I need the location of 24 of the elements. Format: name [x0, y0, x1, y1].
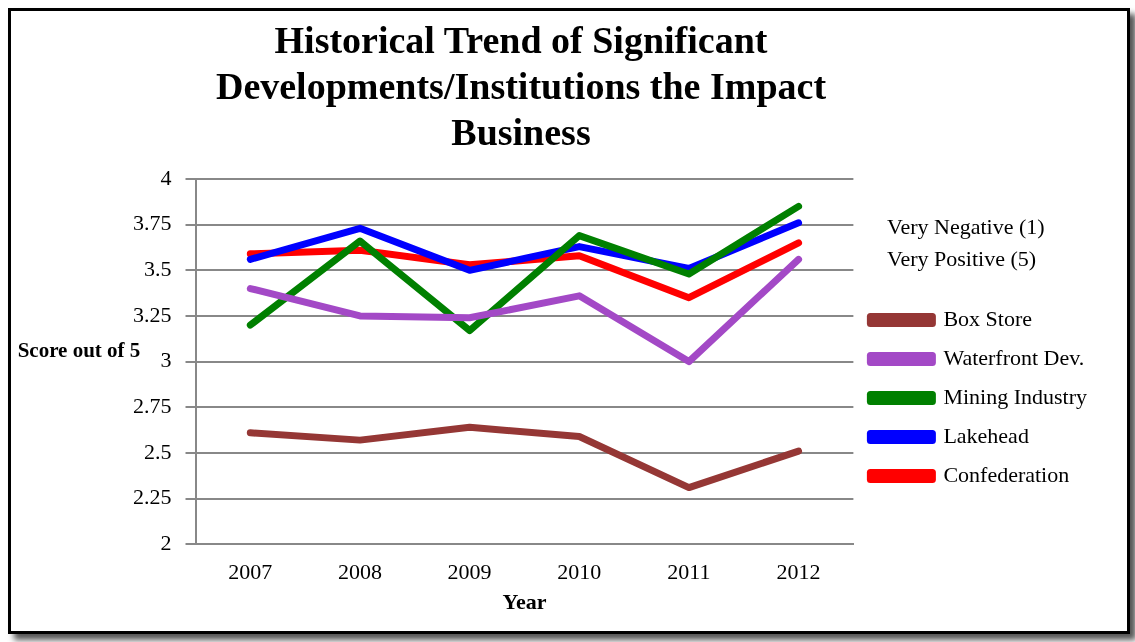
x-tick-label: 2011 — [667, 559, 711, 585]
y-tick-label: 3 — [160, 347, 172, 373]
x-tick-label: 2010 — [557, 559, 602, 585]
legend-label: Lakehead — [943, 422, 1029, 448]
y-tick-label: 3.75 — [133, 210, 172, 236]
y-tick-label: 2.75 — [133, 393, 172, 419]
y-tick-label: 3.5 — [144, 256, 172, 282]
y-tick-label: 2.25 — [133, 484, 172, 510]
x-tick-label: 2007 — [228, 559, 273, 585]
y-tick-label: 3.25 — [133, 301, 172, 327]
legend-label: Box Store — [943, 305, 1033, 331]
chart-title: Historical Trend of Significant Developments/Institutions the Impact Business — [214, 18, 828, 155]
y-axis-title: Score out of 5 — [17, 337, 141, 363]
x-tick-label: 2009 — [447, 559, 492, 585]
x-tick-label: 2008 — [337, 559, 382, 585]
x-tick-label: 2012 — [776, 559, 821, 585]
y-tick-label: 2 — [160, 529, 172, 555]
legend-label: Mining Industry — [943, 383, 1088, 409]
x-axis-title: Year — [502, 589, 547, 615]
y-tick-label: 4 — [160, 164, 172, 190]
legend-label: Waterfront Dev. — [943, 344, 1085, 370]
text: Very Negative (1) Very Positive (5) — [887, 213, 1045, 273]
y-tick-label: 2.5 — [144, 438, 172, 464]
legend-label: Confederation — [943, 461, 1070, 487]
